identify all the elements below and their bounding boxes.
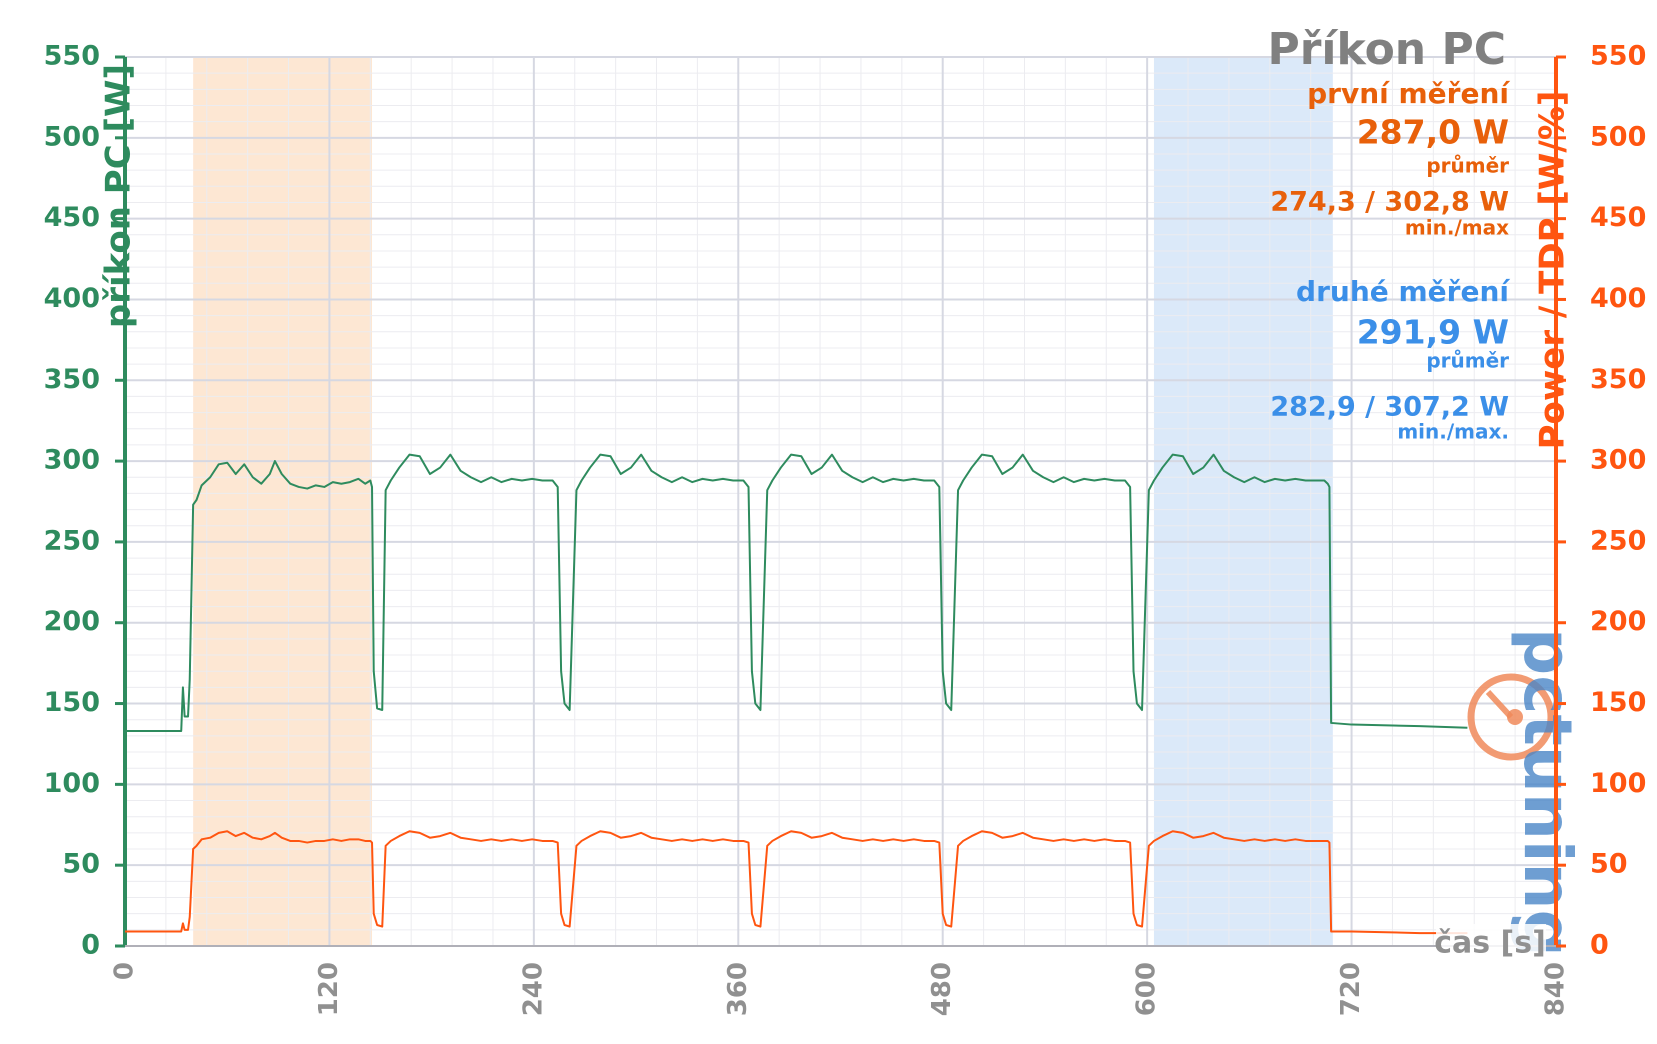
y-tick-label: 300 [44,445,100,476]
watermark: pctuning [1509,628,1586,957]
y2-axis-label: Power / TDP [W/%] [1533,91,1573,450]
logo-ring [1467,673,1555,761]
logo: pctuning [1467,628,1586,957]
y2-tick-label: 550 [1590,41,1646,72]
highlight-band [1153,57,1333,946]
annotation: průměr [1426,349,1509,373]
y2-tick-label: 350 [1590,364,1646,395]
annotation: min./max [1405,216,1509,240]
y2-tick-label: 250 [1590,525,1646,556]
y2-tick-label: 450 [1590,202,1646,233]
logo-hub [1507,709,1523,725]
series-line [125,830,1468,935]
y-tick-label: 400 [44,283,100,314]
highlight-band [193,57,373,946]
y-tick-label: 250 [44,525,100,556]
chart-title: Příkon PC [1267,24,1506,75]
y2-tick-label: 100 [1590,768,1646,799]
y-tick-label: 200 [44,606,100,637]
y-tick-label: 50 [62,849,100,880]
y2-tick-label: 300 [1590,445,1646,476]
annotation: 274,3 / 302,8 W [1270,187,1509,218]
x-tick-label: 720 [1336,962,1366,1016]
annotation: 282,9 / 307,2 W [1270,392,1509,423]
y2-tick-label: 50 [1590,849,1628,880]
x-tick-label: 120 [314,962,344,1016]
y-tick-label: 450 [44,202,100,233]
annotation: druhé měření [1296,275,1510,308]
y2-tick-label: 400 [1590,283,1646,314]
y-tick-label: 550 [44,41,100,72]
annotation: 287,0 W [1357,113,1509,152]
y-tick-label: 0 [81,930,100,961]
y2-tick-label: 200 [1590,606,1646,637]
y2-tick-label: 150 [1590,687,1646,718]
y-tick-label: 100 [44,768,100,799]
series-line [125,453,1468,733]
annotation: min./max. [1397,420,1509,444]
y-tick-label: 500 [44,121,100,152]
y-tick-label: 150 [44,687,100,718]
x-tick-label: 840 [1541,962,1571,1016]
label-backdrop [1436,924,1546,964]
annotation: 291,9 W [1357,313,1509,352]
annotation: první měření [1307,77,1510,110]
logo-needle [1485,689,1514,720]
x-tick-label: 600 [1132,962,1162,1016]
x-axis-label: čas [s] [1434,926,1546,961]
x-tick-label: 360 [723,962,753,1016]
x-tick-label: 0 [110,962,140,980]
x-tick-label: 480 [927,962,957,1016]
x-tick-label: 240 [518,962,548,1016]
plot-under [124,56,1557,947]
y2-tick-label: 500 [1590,121,1646,152]
annotation: průměr [1426,154,1509,178]
y-axis-label: příkon PC [W] [99,64,139,328]
y-tick-label: 350 [44,364,100,395]
y2-tick-label: 0 [1590,930,1609,961]
